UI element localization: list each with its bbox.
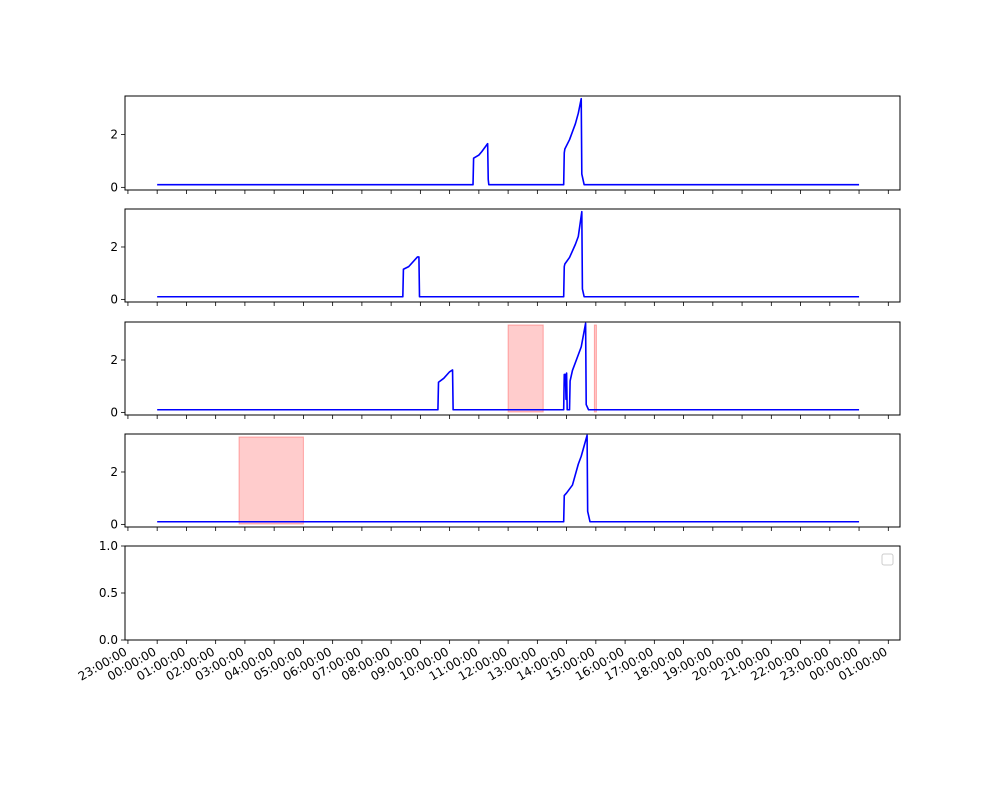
x-axis-labels: 23:00:0000:00:0001:00:0002:00:0003:00:00… [76, 644, 890, 683]
subplot-3: 02 [110, 321, 901, 419]
y-tick-label: 0 [110, 292, 118, 306]
series-line-signal-2 [157, 210, 860, 298]
series-line-signal-3 [157, 322, 860, 411]
shaded-span-1 [238, 436, 304, 525]
y-tick-label: 0 [110, 180, 118, 194]
y-tick-label: 0 [110, 405, 118, 419]
axes-frame [124, 95, 901, 191]
subplot-5: 0.0 0.5 1.0 [99, 539, 901, 647]
y-tick-label: 2 [110, 353, 118, 367]
y-tick-label: 0.5 [99, 586, 118, 600]
y-tick-label: 0.0 [99, 633, 118, 647]
axes-frame [124, 208, 901, 303]
shaded-span-2 [593, 324, 597, 413]
y-tick-label: 0 [110, 517, 118, 531]
shaded-span-1 [507, 324, 544, 413]
series-line-signal-1 [157, 97, 860, 186]
y-tick-label: 2 [110, 240, 118, 254]
series-line-signal-4 [157, 434, 860, 523]
axes-frame [124, 433, 901, 528]
y-tick-label: 2 [110, 465, 118, 479]
y-tick-label: 2 [110, 127, 118, 141]
subplot-1: 02 [110, 95, 901, 194]
legend-box [881, 553, 894, 566]
subplot-2: 02 [110, 208, 901, 306]
y-tick-label: 1.0 [99, 539, 118, 553]
axes-frame [124, 321, 901, 416]
axes-frame [124, 545, 901, 641]
subplot-4: 02 [110, 433, 901, 531]
